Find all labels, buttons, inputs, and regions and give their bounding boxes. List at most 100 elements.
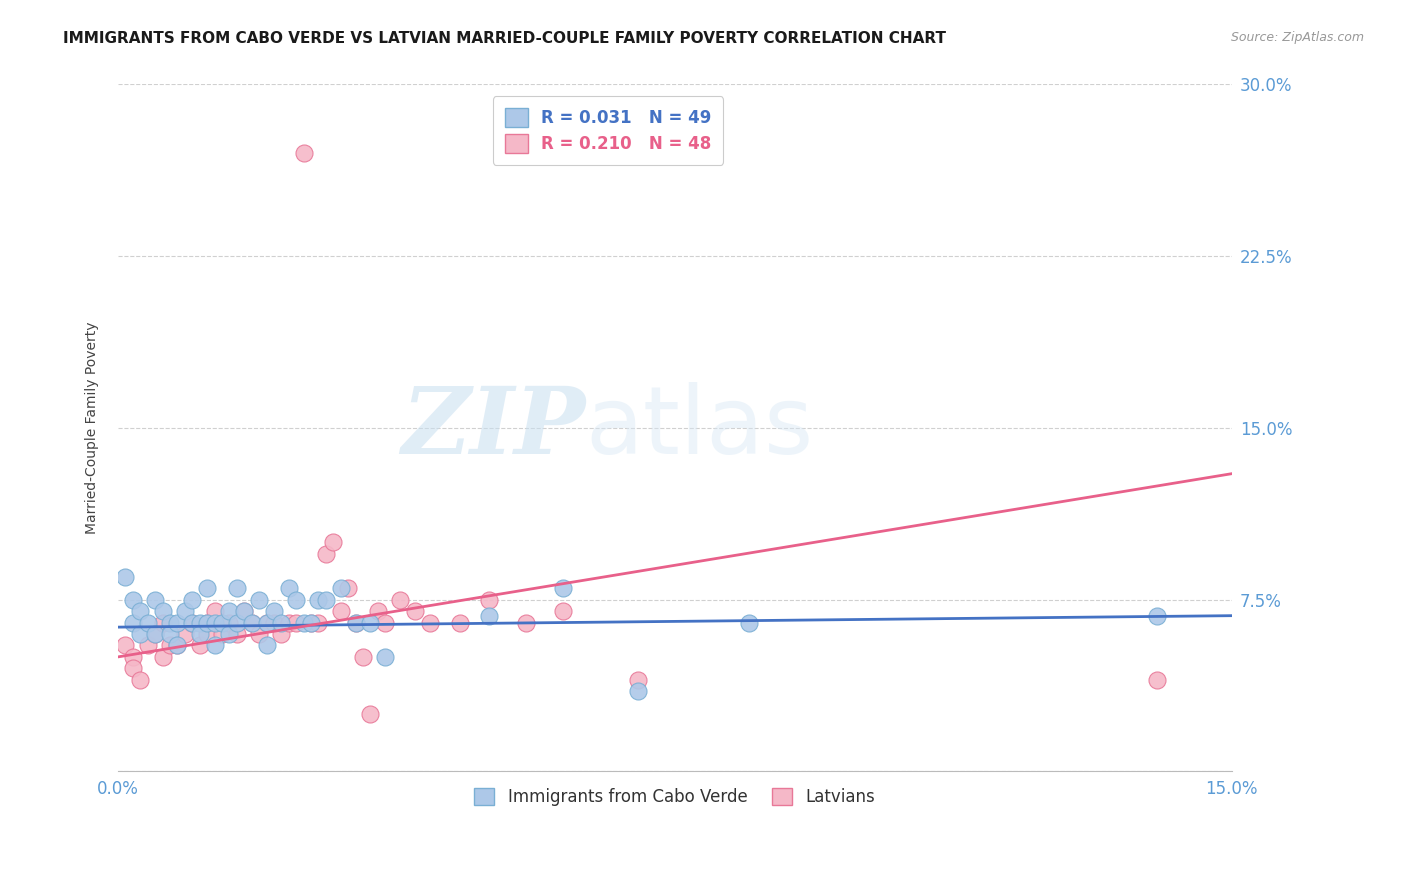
Point — [299, 615, 322, 630]
Point — [152, 649, 174, 664]
Point — [188, 639, 211, 653]
Point — [204, 639, 226, 653]
Point — [247, 592, 270, 607]
Point — [114, 639, 136, 653]
Point — [166, 639, 188, 653]
Point — [152, 604, 174, 618]
Point — [195, 627, 218, 641]
Point — [159, 615, 181, 630]
Point — [129, 604, 152, 618]
Point — [152, 615, 174, 630]
Point — [337, 581, 360, 595]
Point — [211, 627, 233, 641]
Point — [211, 615, 233, 630]
Point — [263, 604, 285, 618]
Point — [159, 627, 181, 641]
Point — [308, 615, 330, 630]
Point — [449, 615, 471, 630]
Point — [143, 627, 166, 641]
Point — [367, 604, 389, 618]
Point — [181, 592, 204, 607]
Y-axis label: Married-Couple Family Poverty: Married-Couple Family Poverty — [86, 322, 100, 534]
Point — [122, 615, 145, 630]
Point — [277, 615, 299, 630]
Text: atlas: atlas — [586, 382, 814, 474]
Point — [225, 615, 247, 630]
Point — [277, 581, 299, 595]
Point — [166, 639, 188, 653]
Point — [352, 649, 374, 664]
Point — [627, 684, 650, 698]
Text: IMMIGRANTS FROM CABO VERDE VS LATVIAN MARRIED-COUPLE FAMILY POVERTY CORRELATION : IMMIGRANTS FROM CABO VERDE VS LATVIAN MA… — [63, 31, 946, 46]
Point — [143, 592, 166, 607]
Point — [359, 615, 381, 630]
Point — [315, 547, 337, 561]
Point — [218, 615, 240, 630]
Point — [204, 604, 226, 618]
Point — [240, 615, 263, 630]
Point — [285, 615, 308, 630]
Point — [233, 604, 256, 618]
Point — [292, 146, 315, 161]
Point — [374, 649, 396, 664]
Point — [285, 592, 308, 607]
Point — [553, 581, 575, 595]
Point — [292, 615, 315, 630]
Point — [270, 627, 292, 641]
Point — [1146, 673, 1168, 687]
Point — [515, 615, 537, 630]
Point — [270, 615, 292, 630]
Legend: Immigrants from Cabo Verde, Latvians: Immigrants from Cabo Verde, Latvians — [465, 780, 884, 814]
Point — [344, 615, 367, 630]
Point — [218, 604, 240, 618]
Point — [308, 592, 330, 607]
Point — [173, 604, 195, 618]
Point — [738, 615, 761, 630]
Point — [322, 535, 344, 549]
Point — [329, 604, 352, 618]
Point — [195, 615, 218, 630]
Text: ZIP: ZIP — [402, 383, 586, 473]
Point — [299, 615, 322, 630]
Point — [181, 615, 204, 630]
Point — [329, 581, 352, 595]
Point — [315, 592, 337, 607]
Point — [143, 627, 166, 641]
Point — [181, 615, 204, 630]
Point — [195, 581, 218, 595]
Point — [188, 627, 211, 641]
Point — [478, 592, 501, 607]
Point — [256, 615, 278, 630]
Point — [553, 604, 575, 618]
Point — [478, 608, 501, 623]
Point — [122, 592, 145, 607]
Point — [159, 639, 181, 653]
Point — [218, 627, 240, 641]
Point — [1146, 608, 1168, 623]
Text: Source: ZipAtlas.com: Source: ZipAtlas.com — [1230, 31, 1364, 45]
Point — [195, 615, 218, 630]
Point — [404, 604, 426, 618]
Point — [122, 649, 145, 664]
Point — [204, 615, 226, 630]
Point — [627, 673, 650, 687]
Point — [256, 615, 278, 630]
Point — [389, 592, 412, 607]
Point — [233, 604, 256, 618]
Point — [136, 615, 159, 630]
Point — [173, 627, 195, 641]
Point — [247, 627, 270, 641]
Point — [419, 615, 441, 630]
Point — [129, 627, 152, 641]
Point — [166, 615, 188, 630]
Point — [240, 615, 263, 630]
Point — [188, 615, 211, 630]
Point — [225, 627, 247, 641]
Point — [344, 615, 367, 630]
Point — [129, 673, 152, 687]
Point — [114, 570, 136, 584]
Point — [263, 615, 285, 630]
Point — [136, 639, 159, 653]
Point — [256, 639, 278, 653]
Point — [225, 581, 247, 595]
